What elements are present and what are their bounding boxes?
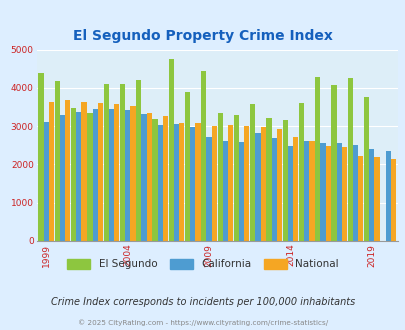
Bar [352,145,357,241]
Bar [157,124,162,241]
Bar [249,104,255,241]
Bar [76,112,81,241]
Bar [282,120,287,241]
Bar [363,97,368,241]
Bar [266,118,271,241]
Bar [87,113,92,241]
Text: Crime Index corresponds to incidents per 100,000 inhabitants: Crime Index corresponds to incidents per… [51,297,354,307]
Bar [38,73,44,241]
Bar [173,124,179,241]
Bar [185,92,190,241]
Bar [390,159,395,241]
Bar [190,127,195,241]
Bar [141,114,146,241]
Bar [49,102,54,241]
Bar [146,114,151,241]
Bar [60,115,65,241]
Bar [330,85,336,241]
Bar [98,104,103,241]
Bar [71,108,76,241]
Bar [222,141,227,241]
Bar [195,123,200,241]
Bar [325,146,330,241]
Bar [136,80,141,241]
Bar [255,133,260,241]
Bar [130,106,135,241]
Bar [244,126,249,241]
Bar [119,83,125,241]
Bar [65,100,70,241]
Bar [44,122,49,241]
Bar [336,143,341,241]
Bar [287,146,292,241]
Bar [368,149,373,241]
Bar [103,83,109,241]
Text: © 2025 CityRating.com - https://www.cityrating.com/crime-statistics/: © 2025 CityRating.com - https://www.city… [78,319,327,326]
Bar [341,147,346,241]
Bar [227,125,232,241]
Bar [92,109,98,241]
Bar [152,119,157,241]
Bar [309,141,314,241]
Bar [55,81,60,241]
Bar [314,77,320,241]
Bar [217,113,222,241]
Bar [81,102,86,241]
Bar [373,157,379,241]
Bar [271,138,276,241]
Bar [109,109,114,241]
Bar [125,110,130,241]
Bar [114,104,119,241]
Bar [298,103,303,241]
Bar [211,126,216,241]
Bar [385,151,390,241]
Bar [276,129,281,241]
Bar [357,155,362,241]
Bar [162,116,168,241]
Text: El Segundo Property Crime Index: El Segundo Property Crime Index [73,29,332,43]
Bar [168,59,173,241]
Bar [201,71,206,241]
Bar [260,127,265,241]
Bar [179,123,184,241]
Bar [303,141,309,241]
Bar [347,78,352,241]
Bar [233,115,239,241]
Bar [239,142,244,241]
Legend: El Segundo, California, National: El Segundo, California, National [63,255,342,274]
Bar [206,137,211,241]
Bar [292,137,298,241]
Bar [320,143,325,241]
